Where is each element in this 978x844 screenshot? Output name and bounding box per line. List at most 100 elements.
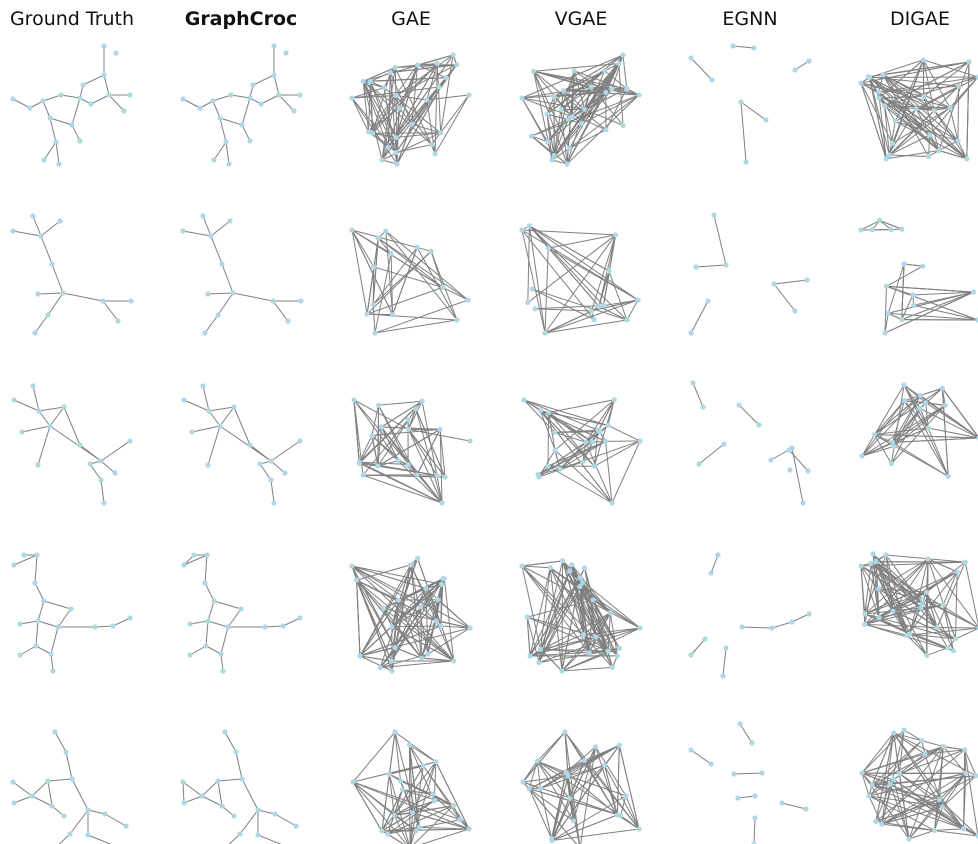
graph-edge <box>528 788 574 822</box>
graph-node <box>215 778 221 784</box>
graph-node <box>536 474 542 480</box>
graph-node <box>581 757 587 764</box>
graph-node <box>434 472 440 478</box>
graph-edge <box>230 94 251 99</box>
graph-edge <box>881 779 894 825</box>
graph-edge <box>408 744 435 801</box>
gae-graph-row-5 <box>350 729 472 844</box>
graph-edge <box>582 582 620 649</box>
graph-node <box>688 747 694 753</box>
graph-edge <box>411 64 419 125</box>
digae-graph-row-3 <box>859 382 978 479</box>
graph-edge <box>546 114 555 156</box>
graph-node <box>559 668 565 674</box>
graph-edge <box>372 250 432 306</box>
ground-truth-graph-row-5 <box>10 729 129 844</box>
graph-node <box>751 45 757 51</box>
graph-edge <box>264 625 284 628</box>
graph-node <box>280 623 286 629</box>
graph-node <box>890 608 896 614</box>
graph-edge <box>13 795 33 804</box>
graph-edge <box>31 780 49 797</box>
graph-edge <box>713 214 727 266</box>
graph-node <box>931 827 938 833</box>
graph-node <box>592 744 599 750</box>
graph-edge <box>884 291 974 334</box>
graph-edge <box>359 655 392 662</box>
graph-node <box>370 302 376 308</box>
graph-edge <box>872 783 891 786</box>
graph-node <box>45 312 51 318</box>
graph-edge <box>551 798 571 841</box>
graph-node <box>110 623 116 629</box>
graph-node <box>466 826 472 832</box>
graph-edge <box>604 70 628 89</box>
graph-node <box>101 500 107 506</box>
graph-node <box>35 291 41 297</box>
graph-edge <box>359 625 442 657</box>
graph-edge <box>391 578 445 662</box>
graph-node <box>904 632 910 638</box>
graph-edge <box>572 746 597 822</box>
graph-edge <box>937 626 978 629</box>
graph-node <box>211 157 217 163</box>
graph-edge <box>540 648 563 672</box>
graph-edge <box>893 732 944 747</box>
graph-node <box>202 580 208 586</box>
graph-node <box>370 130 376 136</box>
graph-edge <box>529 760 585 790</box>
graph-edge <box>366 286 443 315</box>
graph-node <box>419 398 425 404</box>
graph-edge <box>732 45 755 49</box>
graph-edge <box>928 427 978 439</box>
graph-edge <box>886 150 940 160</box>
graph-edge <box>183 795 203 804</box>
graph-edge <box>416 247 458 321</box>
graph-edge <box>372 132 397 153</box>
graph-edge <box>102 300 119 322</box>
graph-edge <box>861 729 905 774</box>
digae-graph-row-4 <box>858 551 978 659</box>
graph-edge <box>531 135 548 143</box>
graph-node <box>189 429 195 435</box>
graph-node <box>61 813 67 819</box>
graph-edge <box>860 220 880 231</box>
graph-node <box>378 424 385 430</box>
graph-node <box>380 605 386 611</box>
graph-edge <box>43 141 57 161</box>
graph-node <box>439 500 445 506</box>
graph-node <box>436 84 442 90</box>
graph-edge <box>882 74 951 109</box>
graph-edge <box>50 626 59 655</box>
graph-edge <box>893 732 926 755</box>
graph-edge <box>567 775 627 797</box>
graph-edge <box>536 760 570 799</box>
graph-node <box>901 727 907 733</box>
graph-edge <box>533 70 627 90</box>
graph-edge <box>394 588 427 648</box>
graph-edge <box>90 94 110 105</box>
graph-node <box>756 422 762 428</box>
graph-node <box>451 658 457 664</box>
graph-node <box>805 468 811 474</box>
graph-node <box>962 747 968 753</box>
graph-edge <box>861 772 943 808</box>
graph-edge <box>604 765 640 830</box>
graph-node <box>708 570 714 576</box>
graph-edge <box>710 554 719 574</box>
graph-edge <box>878 588 927 593</box>
egnn-graph-row-5 <box>688 721 809 844</box>
graph-node <box>537 646 544 652</box>
graph-edge <box>584 567 594 601</box>
graph-node <box>789 619 795 625</box>
graph-node <box>803 806 809 812</box>
graph-node <box>61 404 67 410</box>
graph-node <box>375 402 382 408</box>
graph-node <box>521 397 527 403</box>
graph-node <box>571 68 577 74</box>
graph-node <box>413 828 419 834</box>
graph-edge <box>34 554 38 584</box>
graph-edge <box>368 63 438 133</box>
graph-edge <box>527 616 609 652</box>
graph-node <box>730 43 736 49</box>
